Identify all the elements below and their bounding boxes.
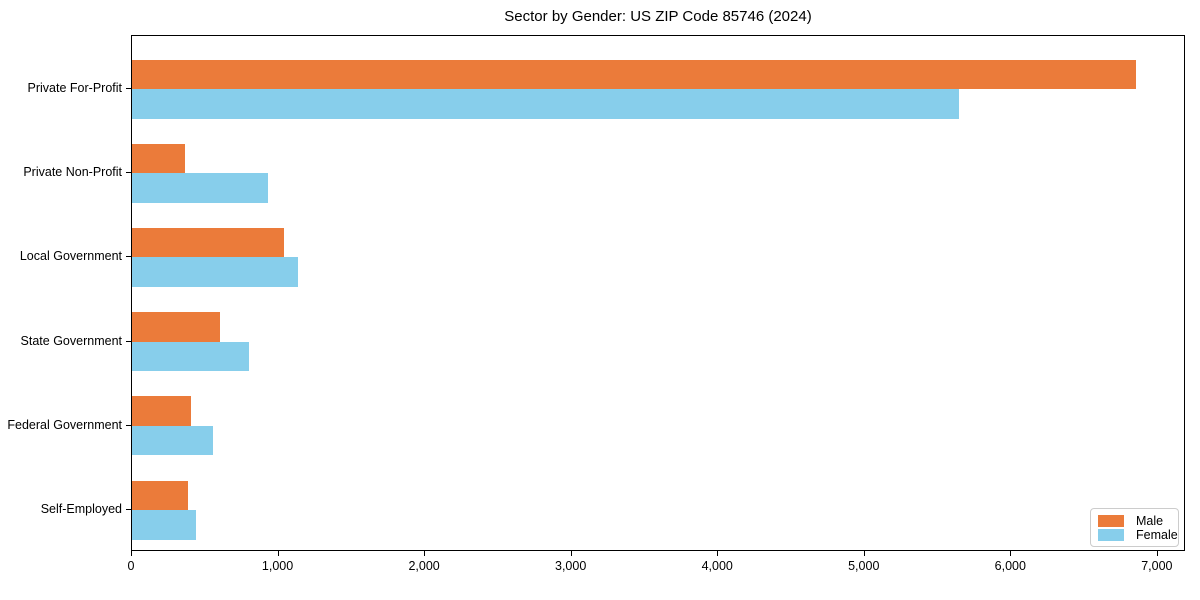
x-tick-mark [1156,551,1158,556]
bar-female [132,510,197,540]
bar-male [132,143,185,174]
x-tick-mark [424,551,426,556]
y-tick-mark [126,256,131,258]
x-tick-label: 3,000 [555,559,587,573]
x-tick-label: 5,000 [848,559,880,573]
x-tick-mark [1010,551,1012,556]
legend-swatch-female [1098,529,1124,541]
x-tick-label: 1,000 [261,559,294,573]
bar-male [132,59,1136,89]
y-tick-label: Self-Employed [40,502,122,516]
x-tick-label: 2,000 [408,559,440,573]
bar-female [132,425,213,456]
legend-entry: Female [1098,528,1178,542]
x-tick-label: 6,000 [994,559,1026,573]
bar-female [132,173,269,203]
legend-swatch-male [1098,515,1124,527]
y-tick-label: Local Government [19,249,122,264]
legend: Male Female [1090,508,1179,547]
y-tick-mark [126,424,131,426]
x-tick-mark [863,551,865,556]
x-tick-mark [277,551,279,556]
bar-female [132,257,298,287]
y-tick-mark [126,340,131,342]
x-tick-label: 0 [127,559,135,573]
y-tick-mark [126,172,131,174]
x-tick-label: 4,000 [701,559,733,573]
x-tick-mark [131,551,132,556]
x-tick-mark [570,551,572,556]
bar-female [132,89,959,119]
legend-label: Male [1136,514,1164,528]
y-tick-label: Federal Government [7,417,122,432]
plot-area [131,35,1185,551]
bar-male [132,480,188,510]
bar-male [132,312,220,342]
y-tick-label: Private For-Profit [27,81,122,95]
x-tick-label: 7,000 [1141,559,1173,573]
bar-male [132,227,285,258]
bar-male [132,396,191,426]
chart-title: Sector by Gender: US ZIP Code 85746 (202… [504,8,812,25]
y-tick-label: Private Non-Profit [23,165,122,180]
bar-female [132,341,250,372]
y-tick-mark [126,88,131,89]
x-tick-mark [717,551,719,556]
y-tick-mark [126,509,131,510]
y-tick-label: State Government [20,333,122,348]
legend-entry: Male [1098,514,1171,528]
legend-label: Female [1136,528,1178,542]
